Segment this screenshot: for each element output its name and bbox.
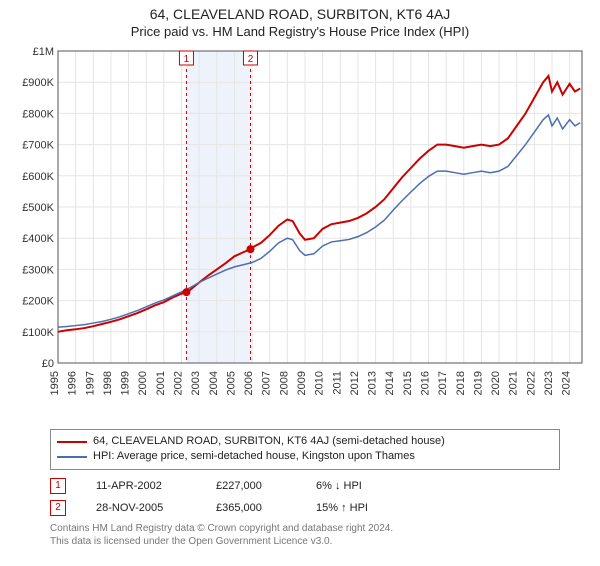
svg-text:£1M: £1M	[33, 46, 54, 58]
svg-text:£200K: £200K	[22, 296, 54, 308]
svg-text:1996: 1996	[67, 371, 79, 395]
marker-delta: 15% ↑ HPI	[316, 502, 406, 514]
svg-text:2011: 2011	[331, 371, 343, 395]
svg-text:2022: 2022	[525, 371, 537, 395]
svg-text:2024: 2024	[561, 371, 573, 395]
chart-area: £0 £100K £200K £300K £400K £500K £600K £700K £80…	[10, 43, 590, 423]
svg-text:2018: 2018	[455, 371, 467, 395]
svg-text:£800K: £800K	[22, 108, 54, 120]
legend-swatch	[57, 456, 87, 458]
svg-text:2015: 2015	[402, 371, 414, 395]
svg-text:£700K: £700K	[22, 140, 54, 152]
marker-delta: 6% ↓ HPI	[316, 480, 406, 492]
marker-badge: 2	[50, 500, 66, 516]
svg-text:2007: 2007	[261, 371, 273, 395]
svg-text:2001: 2001	[155, 371, 167, 395]
svg-text:2021: 2021	[508, 371, 520, 395]
svg-text:1995: 1995	[49, 371, 61, 395]
svg-text:£900K: £900K	[22, 77, 54, 89]
svg-text:£600K: £600K	[22, 171, 54, 183]
marker-date: 11-APR-2002	[96, 480, 186, 492]
marker-row-1: 1 11-APR-2002 £227,000 6% ↓ HPI	[50, 478, 560, 494]
svg-text:2013: 2013	[367, 371, 379, 395]
svg-text:2000: 2000	[137, 371, 149, 395]
legend-label: HPI: Average price, semi-detached house,…	[93, 449, 415, 464]
svg-text:£0: £0	[42, 358, 54, 370]
legend-item-hpi: HPI: Average price, semi-detached house,…	[57, 449, 553, 464]
marker-price: £365,000	[216, 502, 286, 514]
chart-subtitle: Price paid vs. HM Land Registry's House …	[0, 24, 600, 39]
footer-line-2: This data is licensed under the Open Gov…	[50, 535, 600, 548]
svg-text:£300K: £300K	[22, 264, 54, 276]
svg-text:2012: 2012	[349, 371, 361, 395]
svg-text:2002: 2002	[173, 371, 185, 395]
marker-row-2: 2 28-NOV-2005 £365,000 15% ↑ HPI	[50, 500, 560, 516]
svg-text:2017: 2017	[437, 371, 449, 395]
legend-item-property: 64, CLEAVELAND ROAD, SURBITON, KT6 4AJ (…	[57, 434, 553, 449]
footer-line-1: Contains HM Land Registry data © Crown c…	[50, 522, 600, 535]
legend-label: 64, CLEAVELAND ROAD, SURBITON, KT6 4AJ (…	[93, 434, 445, 449]
marker-date: 28-NOV-2005	[96, 502, 186, 514]
svg-text:2023: 2023	[543, 371, 555, 395]
line-chart: £0 £100K £200K £300K £400K £500K £600K £700K £80…	[10, 43, 590, 423]
legend: 64, CLEAVELAND ROAD, SURBITON, KT6 4AJ (…	[50, 429, 560, 470]
svg-text:1997: 1997	[84, 371, 96, 395]
svg-text:£500K: £500K	[22, 202, 54, 214]
svg-text:1998: 1998	[102, 371, 114, 395]
svg-text:2006: 2006	[243, 371, 255, 395]
svg-text:1: 1	[184, 54, 190, 65]
marker-table: 1 11-APR-2002 £227,000 6% ↓ HPI 2 28-NOV…	[50, 478, 560, 516]
svg-text:2004: 2004	[208, 371, 220, 395]
svg-text:2020: 2020	[490, 371, 502, 395]
svg-text:2016: 2016	[420, 371, 432, 395]
marker-badge: 1	[50, 478, 66, 494]
svg-text:2003: 2003	[190, 371, 202, 395]
marker-price: £227,000	[216, 480, 286, 492]
svg-text:2009: 2009	[296, 371, 308, 395]
svg-text:2005: 2005	[225, 371, 237, 395]
svg-text:£400K: £400K	[22, 233, 54, 245]
svg-text:£100K: £100K	[22, 327, 54, 339]
svg-text:2019: 2019	[472, 371, 484, 395]
svg-text:2008: 2008	[278, 371, 290, 395]
svg-text:2: 2	[248, 54, 254, 65]
footer: Contains HM Land Registry data © Crown c…	[50, 522, 600, 548]
svg-text:2010: 2010	[314, 371, 326, 395]
svg-text:1999: 1999	[120, 371, 132, 395]
legend-swatch	[57, 441, 87, 443]
chart-title: 64, CLEAVELAND ROAD, SURBITON, KT6 4AJ	[0, 6, 600, 22]
svg-text:2014: 2014	[384, 371, 396, 395]
